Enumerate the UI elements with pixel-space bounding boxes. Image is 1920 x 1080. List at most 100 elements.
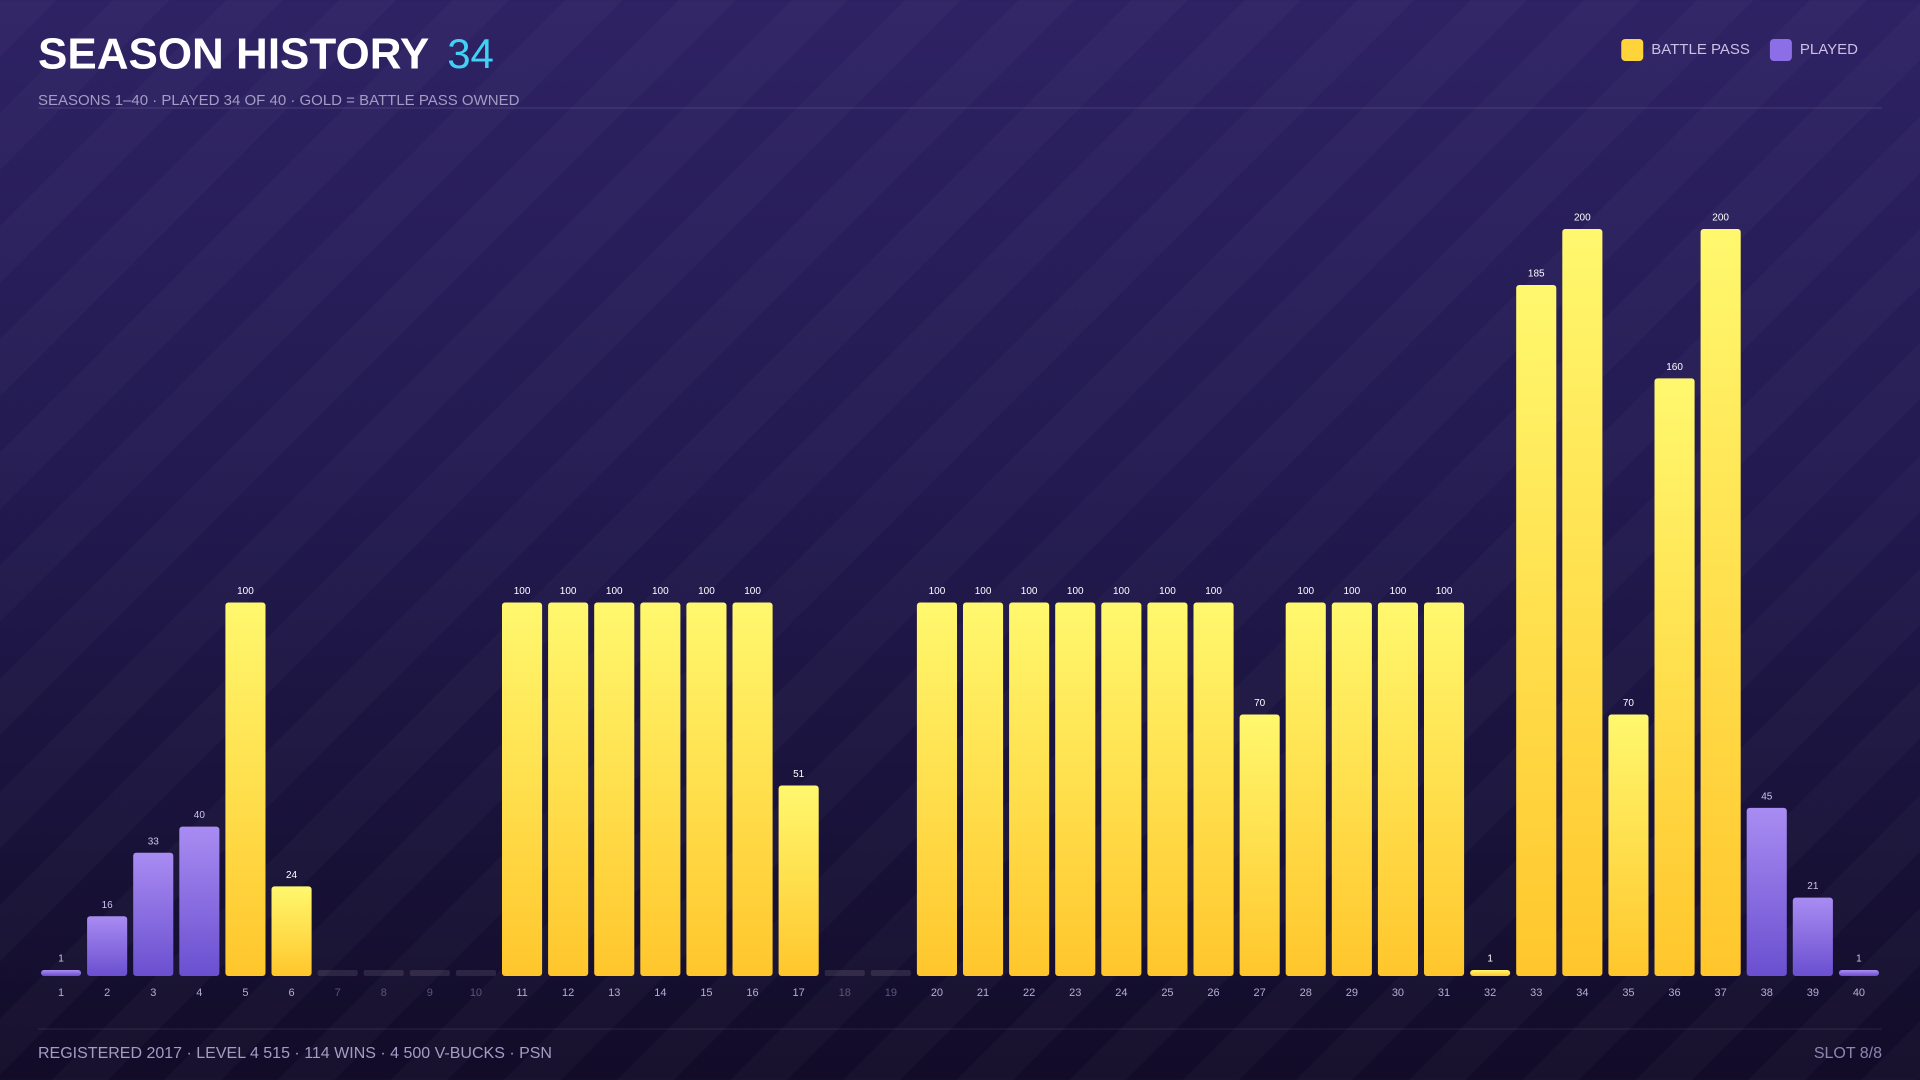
bar <box>1101 602 1142 976</box>
value-label: 33 <box>148 836 160 847</box>
empty-stub <box>824 970 865 976</box>
x-tick-label: 21 <box>977 987 989 999</box>
x-tick-label: 23 <box>1069 987 1081 999</box>
x-tick-label: 26 <box>1207 987 1219 999</box>
value-label: 100 <box>514 586 531 597</box>
value-label: 100 <box>1159 586 1176 597</box>
value-label: 100 <box>1021 586 1038 597</box>
x-tick-label: 13 <box>608 987 620 999</box>
bar <box>271 886 312 976</box>
empty-stub <box>363 970 404 976</box>
x-tick-label: 18 <box>839 987 851 999</box>
legend-label: BATTLE PASS <box>1651 41 1750 58</box>
value-label: 70 <box>1254 698 1266 709</box>
value-label: 100 <box>1067 586 1084 597</box>
x-tick-label: 7 <box>335 987 341 999</box>
x-tick-label: 12 <box>562 987 574 999</box>
value-label: 16 <box>102 900 114 911</box>
x-tick-label: 22 <box>1023 987 1035 999</box>
x-tick-label: 27 <box>1254 987 1266 999</box>
x-tick-label: 29 <box>1346 987 1358 999</box>
bar <box>40 970 82 976</box>
value-label: 1 <box>1856 954 1862 965</box>
value-label: 40 <box>194 810 206 821</box>
bar <box>548 602 589 976</box>
bar <box>962 602 1004 976</box>
x-tick-label: 38 <box>1761 987 1773 999</box>
x-tick-label: 39 <box>1807 987 1819 999</box>
value-label: 200 <box>1574 213 1591 224</box>
bar <box>640 602 681 976</box>
value-label: 100 <box>1390 586 1407 597</box>
x-tick-label: 20 <box>931 987 943 999</box>
x-tick-label: 33 <box>1530 987 1542 999</box>
empty-stub <box>870 970 911 976</box>
bar <box>133 852 174 976</box>
bar <box>916 602 958 976</box>
x-tick-label: 37 <box>1715 987 1727 999</box>
value-label: 100 <box>1205 586 1222 597</box>
value-label: 100 <box>744 586 761 597</box>
value-label: 51 <box>793 769 805 780</box>
title-count: 34 <box>447 30 494 77</box>
value-label: 200 <box>1712 213 1729 224</box>
x-tick-label: 15 <box>700 987 712 999</box>
x-tick-label: 3 <box>150 987 156 999</box>
bar <box>1147 602 1188 976</box>
value-label: 185 <box>1528 269 1545 280</box>
slot-label: SLOT 8/8 <box>1814 1045 1882 1062</box>
x-tick-label: 25 <box>1161 987 1173 999</box>
empty-stub <box>409 970 450 976</box>
x-tick-label: 16 <box>746 987 758 999</box>
bar <box>1838 970 1880 976</box>
x-tick-label: 35 <box>1622 987 1634 999</box>
value-label: 100 <box>560 586 577 597</box>
x-tick-label: 14 <box>654 987 666 999</box>
bar <box>1654 378 1695 976</box>
legend: PLAYED BATTLE PASS <box>1621 39 1858 61</box>
bar <box>1470 970 1511 976</box>
x-tick-label: 1 <box>58 987 64 999</box>
bar <box>225 602 266 976</box>
value-label: 1 <box>1487 954 1493 965</box>
value-label: 100 <box>606 586 623 597</box>
value-label: 160 <box>1666 362 1683 373</box>
bar <box>778 785 819 976</box>
x-tick-label: 17 <box>793 987 805 999</box>
x-tick-label: 28 <box>1300 987 1312 999</box>
bar <box>1239 714 1280 976</box>
legend-label: PLAYED <box>1800 41 1858 58</box>
value-label: 100 <box>237 586 254 597</box>
x-tick-label: 10 <box>470 987 482 999</box>
bar <box>1516 285 1557 976</box>
value-label: 21 <box>1807 881 1819 892</box>
x-tick-label: 19 <box>885 987 897 999</box>
value-label: 100 <box>1436 586 1453 597</box>
x-tick-label: 8 <box>381 987 387 999</box>
bar <box>1055 602 1096 976</box>
bar <box>1562 229 1603 976</box>
x-tick-label: 34 <box>1576 987 1588 999</box>
value-label: 100 <box>975 586 992 597</box>
bar <box>732 602 773 976</box>
bar <box>1009 602 1050 976</box>
x-tick-label: 11 <box>516 987 527 999</box>
bar <box>594 602 635 976</box>
empty-stub <box>317 970 358 976</box>
value-label: 100 <box>698 586 715 597</box>
value-label: 1 <box>58 954 64 965</box>
empty-stub <box>455 970 497 976</box>
value-label: 24 <box>286 870 298 881</box>
footer-stats: REGISTERED 2017 · LEVEL 4 515 · 114 WINS… <box>38 1045 552 1062</box>
bar <box>1746 807 1787 976</box>
bar <box>501 602 543 976</box>
value-label: 70 <box>1623 698 1635 709</box>
value-label: 100 <box>652 586 669 597</box>
value-label: 100 <box>1344 586 1361 597</box>
value-label: 45 <box>1761 792 1773 803</box>
legend-swatch <box>1769 39 1792 61</box>
x-tick-label: 36 <box>1668 987 1680 999</box>
x-tick-label: 2 <box>104 987 110 999</box>
